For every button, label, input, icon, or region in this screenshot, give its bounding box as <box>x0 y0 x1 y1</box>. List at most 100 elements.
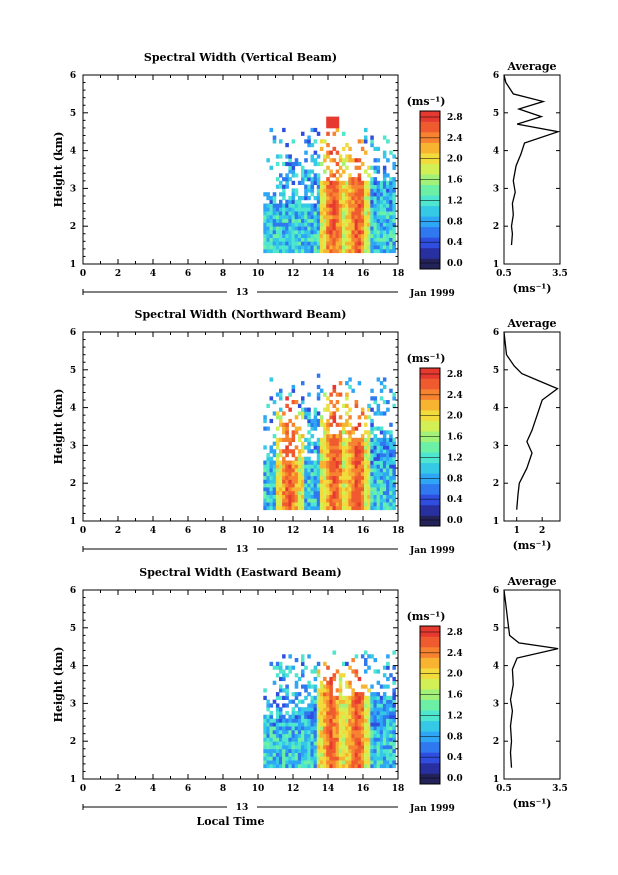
heatmap-cell <box>360 475 365 480</box>
heatmap-cell <box>323 748 327 753</box>
heatmap-cell <box>332 711 337 716</box>
heatmap-cell <box>282 214 286 220</box>
heatmap-cell <box>269 703 274 708</box>
heatmap-cell <box>310 475 315 480</box>
heatmap-cell <box>326 475 330 480</box>
heatmap-cell <box>310 741 315 746</box>
heatmap-cell <box>279 464 283 469</box>
heatmap-cell <box>370 479 374 484</box>
heatmap-cell <box>392 680 396 685</box>
heatmap-cell <box>316 661 321 666</box>
heatmap-cell <box>379 483 384 488</box>
heatmap-cell <box>351 449 355 454</box>
heatmap-cell <box>285 695 289 700</box>
heatmap-cell <box>316 237 321 242</box>
heatmap-cell <box>319 756 324 761</box>
heatmap-cell <box>297 161 302 167</box>
heatmap-cell <box>263 415 267 420</box>
heatmap-cell <box>338 422 343 427</box>
heatmap-cell <box>307 169 311 174</box>
heatmap-cell <box>294 745 299 750</box>
heatmap-cell <box>316 745 321 750</box>
heatmap-cell <box>291 437 296 442</box>
heatmap-cell <box>342 192 346 197</box>
heatmap-cell <box>364 650 368 655</box>
heatmap-cell <box>297 471 302 477</box>
heatmap-cell <box>370 388 374 393</box>
heatmap-cell <box>326 760 330 765</box>
heatmap-cell <box>386 684 390 689</box>
heatmap-cell <box>382 695 387 700</box>
heatmap-cell <box>313 211 318 216</box>
heatmap-cell <box>316 226 321 231</box>
heatmap-cell <box>364 699 368 704</box>
heatmap-cell <box>310 449 315 454</box>
heatmap-cell <box>275 237 280 242</box>
heatmap-cell <box>291 756 296 761</box>
heatmap-cell <box>367 211 371 216</box>
heatmap-cell <box>297 411 302 416</box>
heatmap-cell <box>386 214 390 220</box>
heatmap-cell <box>266 192 270 197</box>
heatmap-cell <box>364 169 368 174</box>
heatmap-cell <box>319 748 324 753</box>
heatmap-cell <box>269 752 274 757</box>
heatmap-cell <box>342 464 346 469</box>
heatmap-cell <box>345 703 349 708</box>
heatmap-cell <box>332 211 337 216</box>
heatmap-cell <box>323 692 327 697</box>
heatmap-cell <box>354 703 359 708</box>
heatmap-cell <box>382 441 387 446</box>
heatmap-cell <box>288 449 292 454</box>
heatmap-cell <box>354 737 359 742</box>
colorbar-tick-label: 2.0 <box>447 155 463 165</box>
heatmap-cell <box>294 471 299 477</box>
heatmap-cell <box>301 487 305 492</box>
colorbar-swatch <box>420 368 440 379</box>
heatmap-cell <box>335 483 340 488</box>
heatmap-cell <box>370 218 374 223</box>
heatmap-cell <box>263 733 267 738</box>
heatmap-cell <box>335 422 340 427</box>
x-tick-label: 4 <box>150 784 156 794</box>
heatmap-cell <box>279 245 283 250</box>
heatmap-cell <box>313 699 318 704</box>
heatmap-cell <box>389 196 393 201</box>
heatmap-cell <box>316 695 321 700</box>
heatmap-cell <box>326 688 330 693</box>
heatmap-cell <box>367 699 371 704</box>
heatmap-cell <box>316 233 321 238</box>
heatmap-cell <box>310 422 315 427</box>
heatmap-cell <box>329 676 333 682</box>
heatmap-cell <box>285 688 289 693</box>
date-label: Jan 1999 <box>409 289 455 299</box>
heatmap-cell <box>332 468 337 473</box>
heatmap-cell <box>345 487 349 492</box>
heatmap-cell <box>392 437 396 442</box>
heatmap-cell <box>329 722 333 727</box>
heatmap-cell <box>345 699 349 704</box>
heatmap-cell <box>382 665 387 670</box>
heatmap-cell <box>348 756 352 761</box>
heatmap-cell <box>364 449 368 454</box>
heatmap-cell <box>304 218 308 223</box>
heatmap-cell <box>332 214 337 220</box>
heatmap-cell <box>335 196 340 201</box>
heatmap-cell <box>338 437 343 442</box>
heatmap-cell <box>316 479 321 484</box>
heatmap-cell <box>364 139 368 144</box>
heatmap-cell <box>301 218 305 223</box>
heatmap-cell <box>269 471 274 477</box>
heatmap-cell <box>360 703 365 708</box>
heatmap-cell <box>389 222 393 227</box>
heatmap-cell <box>364 468 368 473</box>
heatmap-cell <box>329 498 333 503</box>
heatmap-cell <box>345 729 349 735</box>
heatmap-cell <box>386 248 390 254</box>
heatmap-cell <box>310 494 315 499</box>
heatmap-cell <box>338 468 343 473</box>
heatmap-cell <box>376 449 381 454</box>
heatmap-cell <box>275 161 280 167</box>
heatmap-cell <box>294 222 299 227</box>
heatmap-cell <box>275 441 280 446</box>
